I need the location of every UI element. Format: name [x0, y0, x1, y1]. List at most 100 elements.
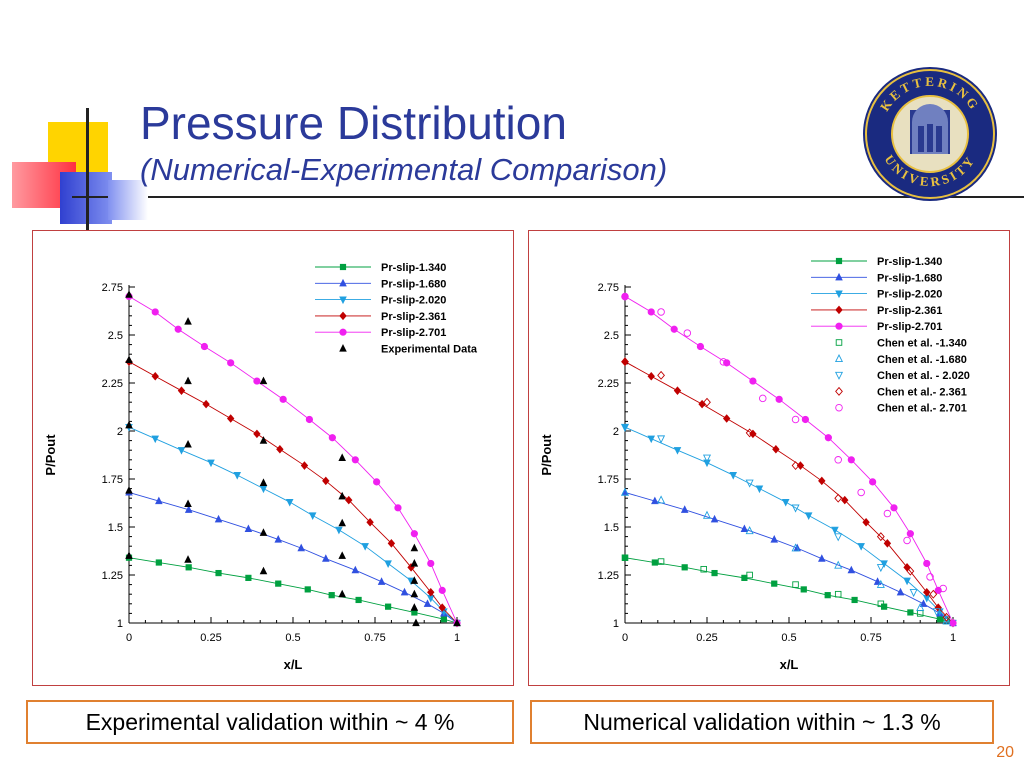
series-line: [624, 361, 954, 624]
data-point: [207, 459, 215, 468]
data-point: [335, 526, 343, 535]
experimental-point: [259, 478, 268, 486]
experimental-point: [259, 528, 268, 536]
legend-label: Chen et al. - 2.020: [877, 370, 970, 382]
data-point: [877, 600, 885, 608]
page-number: 20: [996, 744, 1014, 761]
legend-marker: [835, 322, 843, 330]
data-point: [929, 589, 938, 599]
y-tick-label: 1.25: [598, 570, 619, 582]
data-point: [410, 530, 418, 538]
data-point: [647, 308, 655, 316]
data-point: [722, 414, 731, 423]
series-line: [128, 296, 458, 624]
x-axis-label: x/L: [780, 657, 799, 672]
legend-marker: [835, 403, 843, 412]
legend-marker: [339, 344, 347, 352]
experimental-point: [410, 603, 419, 611]
legend-label: Pr-slip-2.361: [381, 311, 446, 323]
experimental-point: [184, 317, 192, 325]
legend-marker: [835, 386, 843, 396]
data-point: [657, 495, 666, 504]
legend-marker: [339, 296, 347, 305]
data-point: [702, 510, 712, 519]
series-6: [620, 487, 951, 625]
data-point: [400, 587, 409, 596]
data-point: [847, 456, 855, 464]
data-point: [883, 509, 892, 518]
y-tick-label: 1.25: [102, 570, 123, 582]
experimental-point: [410, 576, 419, 584]
data-point: [681, 564, 688, 571]
series-7: [620, 423, 951, 624]
y-tick-label: 1: [613, 618, 619, 630]
series-5: [621, 554, 950, 625]
deco-horizontal-line: [72, 196, 1024, 198]
legend: Pr-slip-1.340 Pr-slip-1.680 Pr-slip-2.020 P…: [811, 256, 970, 415]
chart-panel-right: 1 1.25 1.5 1.75 2 2.25 2.5 2.75 0 0.25 0.5 0.75 1 x/L…: [528, 230, 1010, 686]
legend-marker: [339, 328, 347, 336]
data-point: [942, 612, 951, 622]
data-point: [657, 370, 665, 380]
data-point: [155, 496, 163, 505]
data-point: [322, 554, 330, 562]
data-point: [919, 599, 928, 607]
x-tick-label: 0.5: [781, 632, 796, 644]
data-point: [834, 493, 843, 503]
data-point: [373, 478, 381, 486]
series-4: [621, 292, 957, 627]
experimental-point: [453, 618, 461, 627]
x-tick-label: 0: [126, 632, 132, 644]
data-point: [703, 459, 711, 468]
data-point: [214, 514, 223, 523]
data-point: [876, 564, 885, 573]
data-point: [710, 514, 719, 523]
y-tick-label: 2.75: [598, 282, 619, 294]
data-point: [719, 358, 728, 366]
legend-marker: [835, 272, 843, 281]
data-point: [651, 559, 658, 566]
data-point: [903, 577, 911, 586]
data-point: [427, 559, 435, 568]
data-point: [673, 447, 682, 455]
data-point: [394, 504, 402, 512]
data-point: [275, 580, 282, 587]
data-point: [818, 476, 826, 486]
legend-marker: [835, 339, 843, 346]
legend-label: Pr-slip-2.701: [381, 327, 446, 339]
y-tick-label: 1: [117, 618, 123, 630]
data-point: [939, 584, 947, 593]
data-point: [377, 577, 386, 585]
series-2: [621, 424, 957, 628]
data-point: [775, 395, 783, 403]
data-point: [177, 386, 186, 395]
caption-right: Numerical validation within ~ 1.3 %: [530, 700, 994, 744]
data-point: [791, 543, 800, 552]
y-tick-label: 2: [613, 426, 619, 438]
legend-label: Pr-slip-2.701: [877, 321, 942, 333]
y-axis-label: P/Pout: [539, 434, 554, 476]
data-point: [657, 558, 665, 565]
experimental-point: [338, 518, 346, 527]
experimental-point: [410, 559, 419, 567]
data-point: [155, 559, 162, 566]
data-point: [328, 592, 335, 599]
y-tick-label: 1.75: [102, 474, 123, 486]
series-2: [125, 424, 461, 628]
data-point: [621, 357, 629, 366]
chart-left: 1 1.25 1.5 1.75 2 2.25 2.5 2.75 0 0.25 0.5 0.75 1 x/L…: [43, 262, 478, 672]
data-point: [253, 429, 261, 439]
slide-subtitle: (Numerical-Experimental Comparison): [140, 152, 668, 187]
y-tick-label: 1.75: [598, 474, 619, 486]
data-point: [906, 530, 914, 538]
data-point: [174, 325, 182, 333]
data-point: [791, 504, 800, 513]
data-point: [621, 554, 629, 561]
experimental-point: [338, 491, 346, 500]
data-point: [304, 586, 311, 593]
legend-label: Pr-slip-2.020: [877, 289, 942, 301]
data-point: [151, 372, 159, 381]
experimental-point: [338, 551, 346, 559]
x-tick-label: 0.75: [860, 632, 881, 644]
data-point: [438, 603, 446, 612]
